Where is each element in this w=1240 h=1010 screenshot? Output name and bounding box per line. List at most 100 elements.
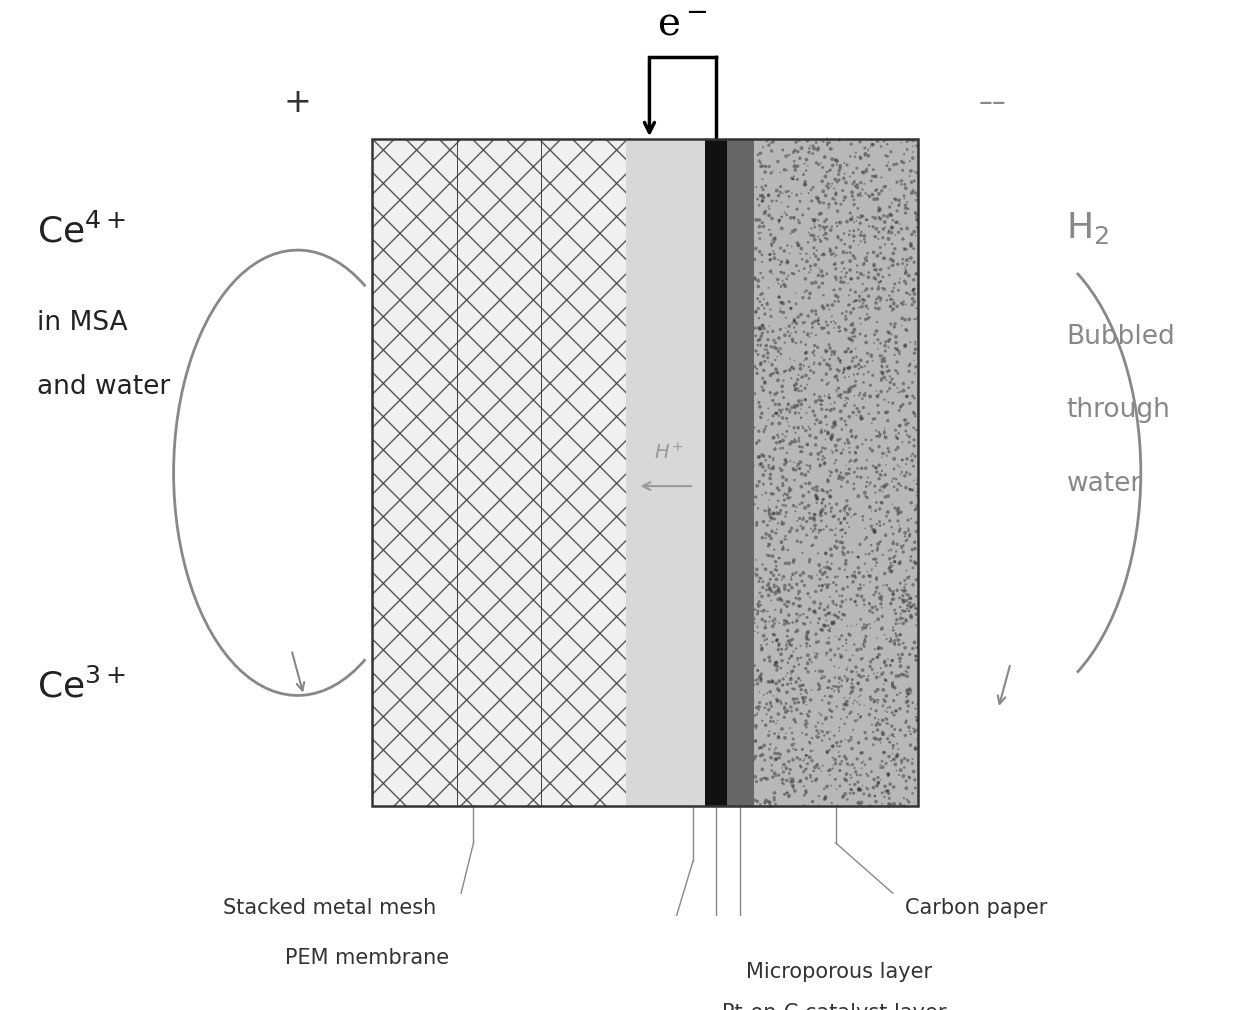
Point: [898, 682, 918, 698]
Point: [750, 230, 770, 246]
Point: [822, 615, 842, 631]
Point: [789, 656, 808, 673]
Point: [807, 646, 827, 663]
Point: [856, 234, 875, 250]
Point: [846, 293, 866, 309]
Point: [813, 246, 833, 263]
Point: [749, 448, 769, 465]
Point: [848, 221, 868, 237]
Point: [842, 208, 862, 224]
Point: [872, 494, 892, 510]
Point: [894, 155, 914, 171]
Point: [835, 361, 854, 377]
Point: [897, 416, 916, 432]
Point: [889, 460, 909, 476]
Point: [875, 672, 895, 688]
Point: [833, 441, 853, 458]
Point: [790, 461, 810, 477]
Point: [841, 205, 861, 221]
Point: [897, 689, 916, 705]
Point: [765, 796, 785, 812]
Point: [808, 615, 828, 631]
Point: [751, 328, 771, 344]
Point: [893, 592, 913, 608]
Point: [863, 650, 883, 667]
Point: [868, 539, 888, 556]
Point: [895, 274, 915, 290]
Point: [801, 227, 821, 243]
Text: ––: ––: [978, 89, 1006, 116]
Point: [792, 495, 812, 511]
Point: [750, 218, 770, 234]
Point: [818, 200, 838, 216]
Point: [839, 439, 859, 456]
Point: [861, 574, 880, 590]
Point: [900, 154, 920, 170]
Point: [863, 736, 883, 752]
Point: [792, 466, 812, 482]
Point: [873, 269, 893, 285]
Point: [785, 313, 805, 329]
Point: [766, 750, 786, 767]
Point: [893, 297, 913, 313]
Point: [892, 752, 911, 769]
Point: [799, 308, 818, 324]
Point: [813, 300, 833, 316]
Point: [882, 303, 901, 319]
Point: [875, 445, 895, 462]
Point: [780, 362, 800, 378]
Point: [761, 674, 781, 690]
Point: [744, 496, 764, 512]
Point: [906, 588, 926, 604]
Point: [869, 501, 889, 517]
Point: [750, 796, 770, 812]
Point: [785, 319, 805, 335]
Point: [806, 605, 826, 621]
Point: [749, 212, 769, 228]
Point: [771, 463, 791, 479]
Point: [893, 451, 913, 468]
Point: [851, 148, 870, 165]
Point: [751, 336, 771, 352]
Point: [897, 322, 916, 338]
Point: [856, 520, 875, 536]
Point: [777, 163, 797, 179]
Point: [813, 521, 833, 537]
Point: [883, 533, 903, 549]
Point: [901, 185, 921, 201]
Point: [771, 572, 791, 588]
Point: [808, 194, 828, 210]
Point: [828, 172, 848, 188]
Point: [835, 607, 854, 623]
Point: [776, 504, 796, 520]
Point: [843, 247, 863, 264]
Point: [875, 337, 895, 354]
Point: [878, 542, 898, 559]
Point: [787, 606, 807, 622]
Point: [773, 273, 792, 289]
Point: [780, 402, 800, 418]
Point: [899, 254, 919, 270]
Point: [873, 360, 893, 376]
Point: [906, 606, 926, 622]
Point: [868, 230, 888, 246]
Point: [765, 616, 785, 632]
Point: [831, 445, 851, 462]
Point: [870, 245, 890, 262]
Point: [759, 198, 779, 214]
Point: [789, 309, 808, 325]
Point: [777, 542, 797, 559]
Point: [892, 221, 911, 237]
Point: [887, 703, 906, 719]
Point: [901, 249, 921, 266]
Point: [770, 434, 790, 450]
Point: [796, 336, 816, 352]
Point: [794, 511, 813, 527]
Point: [842, 429, 862, 445]
Point: [873, 712, 893, 728]
Point: [764, 450, 784, 467]
Point: [807, 242, 827, 259]
Point: [812, 401, 832, 417]
Point: [887, 156, 906, 172]
Point: [851, 745, 870, 762]
